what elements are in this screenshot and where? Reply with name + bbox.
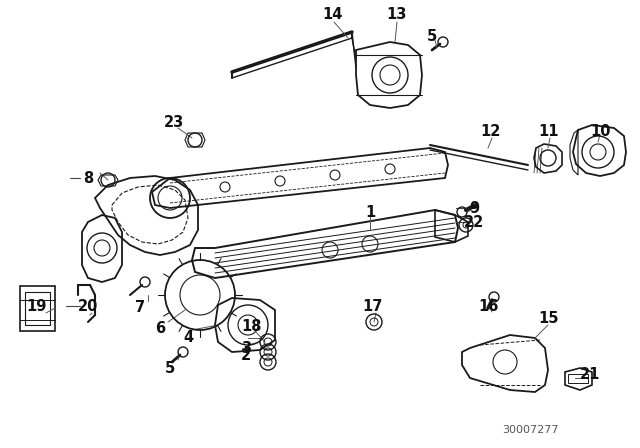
Text: 30007277: 30007277 xyxy=(502,425,558,435)
Text: 19: 19 xyxy=(26,298,46,314)
Text: 2: 2 xyxy=(241,348,251,362)
Text: 3: 3 xyxy=(241,340,251,356)
Text: 8: 8 xyxy=(83,171,93,185)
Text: 13: 13 xyxy=(386,7,406,22)
Text: 5: 5 xyxy=(165,361,175,375)
Text: 6: 6 xyxy=(155,320,165,336)
Text: 4: 4 xyxy=(183,329,193,345)
Text: 16: 16 xyxy=(478,298,498,314)
Text: 14: 14 xyxy=(322,7,342,22)
Text: 10: 10 xyxy=(591,124,611,138)
Text: 9: 9 xyxy=(469,201,479,215)
Text: 7: 7 xyxy=(135,300,145,314)
Text: 12: 12 xyxy=(481,124,501,138)
Text: 18: 18 xyxy=(242,319,262,333)
Text: 1: 1 xyxy=(365,204,375,220)
Text: 11: 11 xyxy=(539,124,559,138)
Text: 22: 22 xyxy=(464,215,484,229)
Text: 15: 15 xyxy=(539,310,559,326)
Text: 20: 20 xyxy=(78,298,98,314)
Text: 21: 21 xyxy=(580,366,600,382)
Text: 5: 5 xyxy=(427,29,437,43)
Text: 17: 17 xyxy=(362,298,382,314)
Text: 23: 23 xyxy=(164,115,184,129)
